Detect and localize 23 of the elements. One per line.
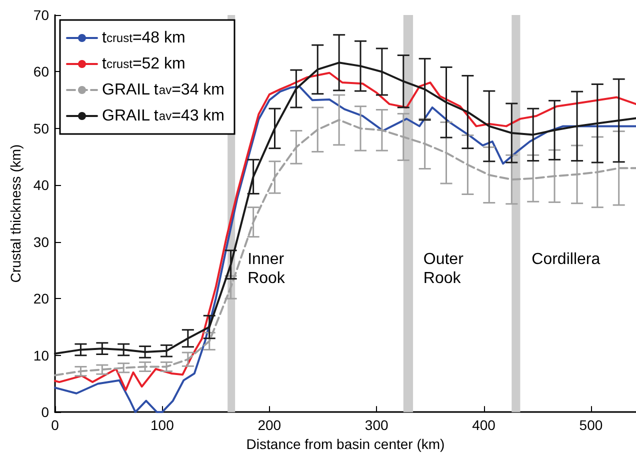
x-tick-label: 500 — [579, 417, 603, 434]
x-axis-title: Distance from basin center (km) — [246, 436, 445, 452]
y-tick-label: 40 — [33, 177, 50, 194]
x-tick-label: 100 — [150, 417, 174, 434]
band-label: Inner Rook — [248, 251, 286, 287]
y-tick-label: 10 — [33, 347, 50, 364]
y-tick-label: 0 — [41, 404, 50, 420]
y-tick-label: 60 — [33, 64, 50, 80]
y-tick-label: 20 — [33, 290, 50, 307]
y-tick-label: 70 — [33, 7, 50, 23]
x-tick-label: 200 — [258, 417, 282, 434]
legend-label: GRAIL tav=43 km — [102, 108, 224, 124]
y-axis-title: Crustal thickness (km) — [8, 144, 24, 283]
band-label: Cordillera — [532, 251, 600, 268]
band-label: Outer Rook — [423, 251, 464, 287]
legend-label: GRAIL tav=34 km — [102, 82, 224, 98]
legend-label: tcrust=52 km — [102, 56, 186, 72]
y-tick-label: 30 — [33, 234, 50, 250]
legend-label: tcrust=48 km — [102, 30, 186, 46]
x-tick-label: 0 — [51, 417, 60, 434]
x-tick-label: 400 — [472, 417, 496, 434]
x-tick-label: 300 — [364, 417, 388, 434]
y-tick-label: 50 — [33, 120, 50, 136]
